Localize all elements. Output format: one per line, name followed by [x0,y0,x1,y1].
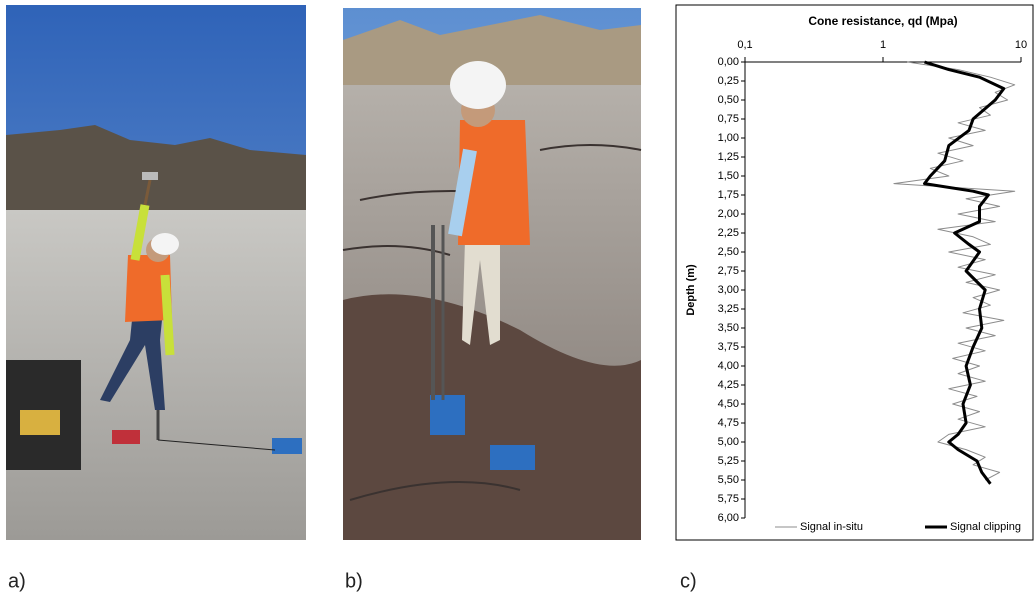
y-tick-label: 3,50 [718,322,739,334]
x-tick-label: 0,1 [737,39,752,51]
y-tick-label: 5,75 [718,493,739,505]
y-tick-label: 0,25 [718,75,739,87]
y-tick-label: 0,75 [718,113,739,125]
y-tick-label: 3,00 [718,284,739,296]
y-tick-label: 3,75 [718,341,739,353]
y-tick-label: 2,75 [718,265,739,277]
y-tick-label: 4,75 [718,417,739,429]
y-tick-label: 3,25 [718,303,739,315]
chart-title: Cone resistance, qd (Mpa) [808,14,957,28]
legend-label: Signal clipping [950,521,1021,533]
y-tick-label: 6,00 [718,512,739,524]
photo-b [343,8,641,540]
panel-label: b) [345,570,363,592]
x-tick-label: 1 [880,39,886,51]
y-tick-label: 1,25 [718,151,739,163]
y-axis-label: Depth (m) [685,264,697,316]
y-tick-label: 5,00 [718,436,739,448]
photo-a [6,5,306,540]
y-tick-label: 0,00 [718,56,739,68]
x-tick-label: 10 [1015,39,1027,51]
y-tick-label: 4,25 [718,379,739,391]
y-tick-label: 1,00 [718,132,739,144]
y-tick-label: 2,00 [718,208,739,220]
figure: a) b) c) Cone resistance, qd (Mpa) Depth… [0,0,1035,598]
figure-canvas: a) b) c) Cone resistance, qd (Mpa) Depth… [0,0,1035,598]
y-tick-label: 5,25 [718,455,739,467]
y-tick-label: 2,50 [718,246,739,258]
panel-label: c) [680,570,697,592]
panel-label: a) [8,570,26,592]
y-tick-label: 1,50 [718,170,739,182]
y-tick-label: 4,50 [718,398,739,410]
y-tick-label: 5,50 [718,474,739,486]
y-tick-label: 4,00 [718,360,739,372]
y-tick-label: 0,50 [718,94,739,106]
y-tick-label: 2,25 [718,227,739,239]
y-tick-label: 1,75 [718,189,739,201]
legend-label: Signal in-situ [800,521,863,533]
